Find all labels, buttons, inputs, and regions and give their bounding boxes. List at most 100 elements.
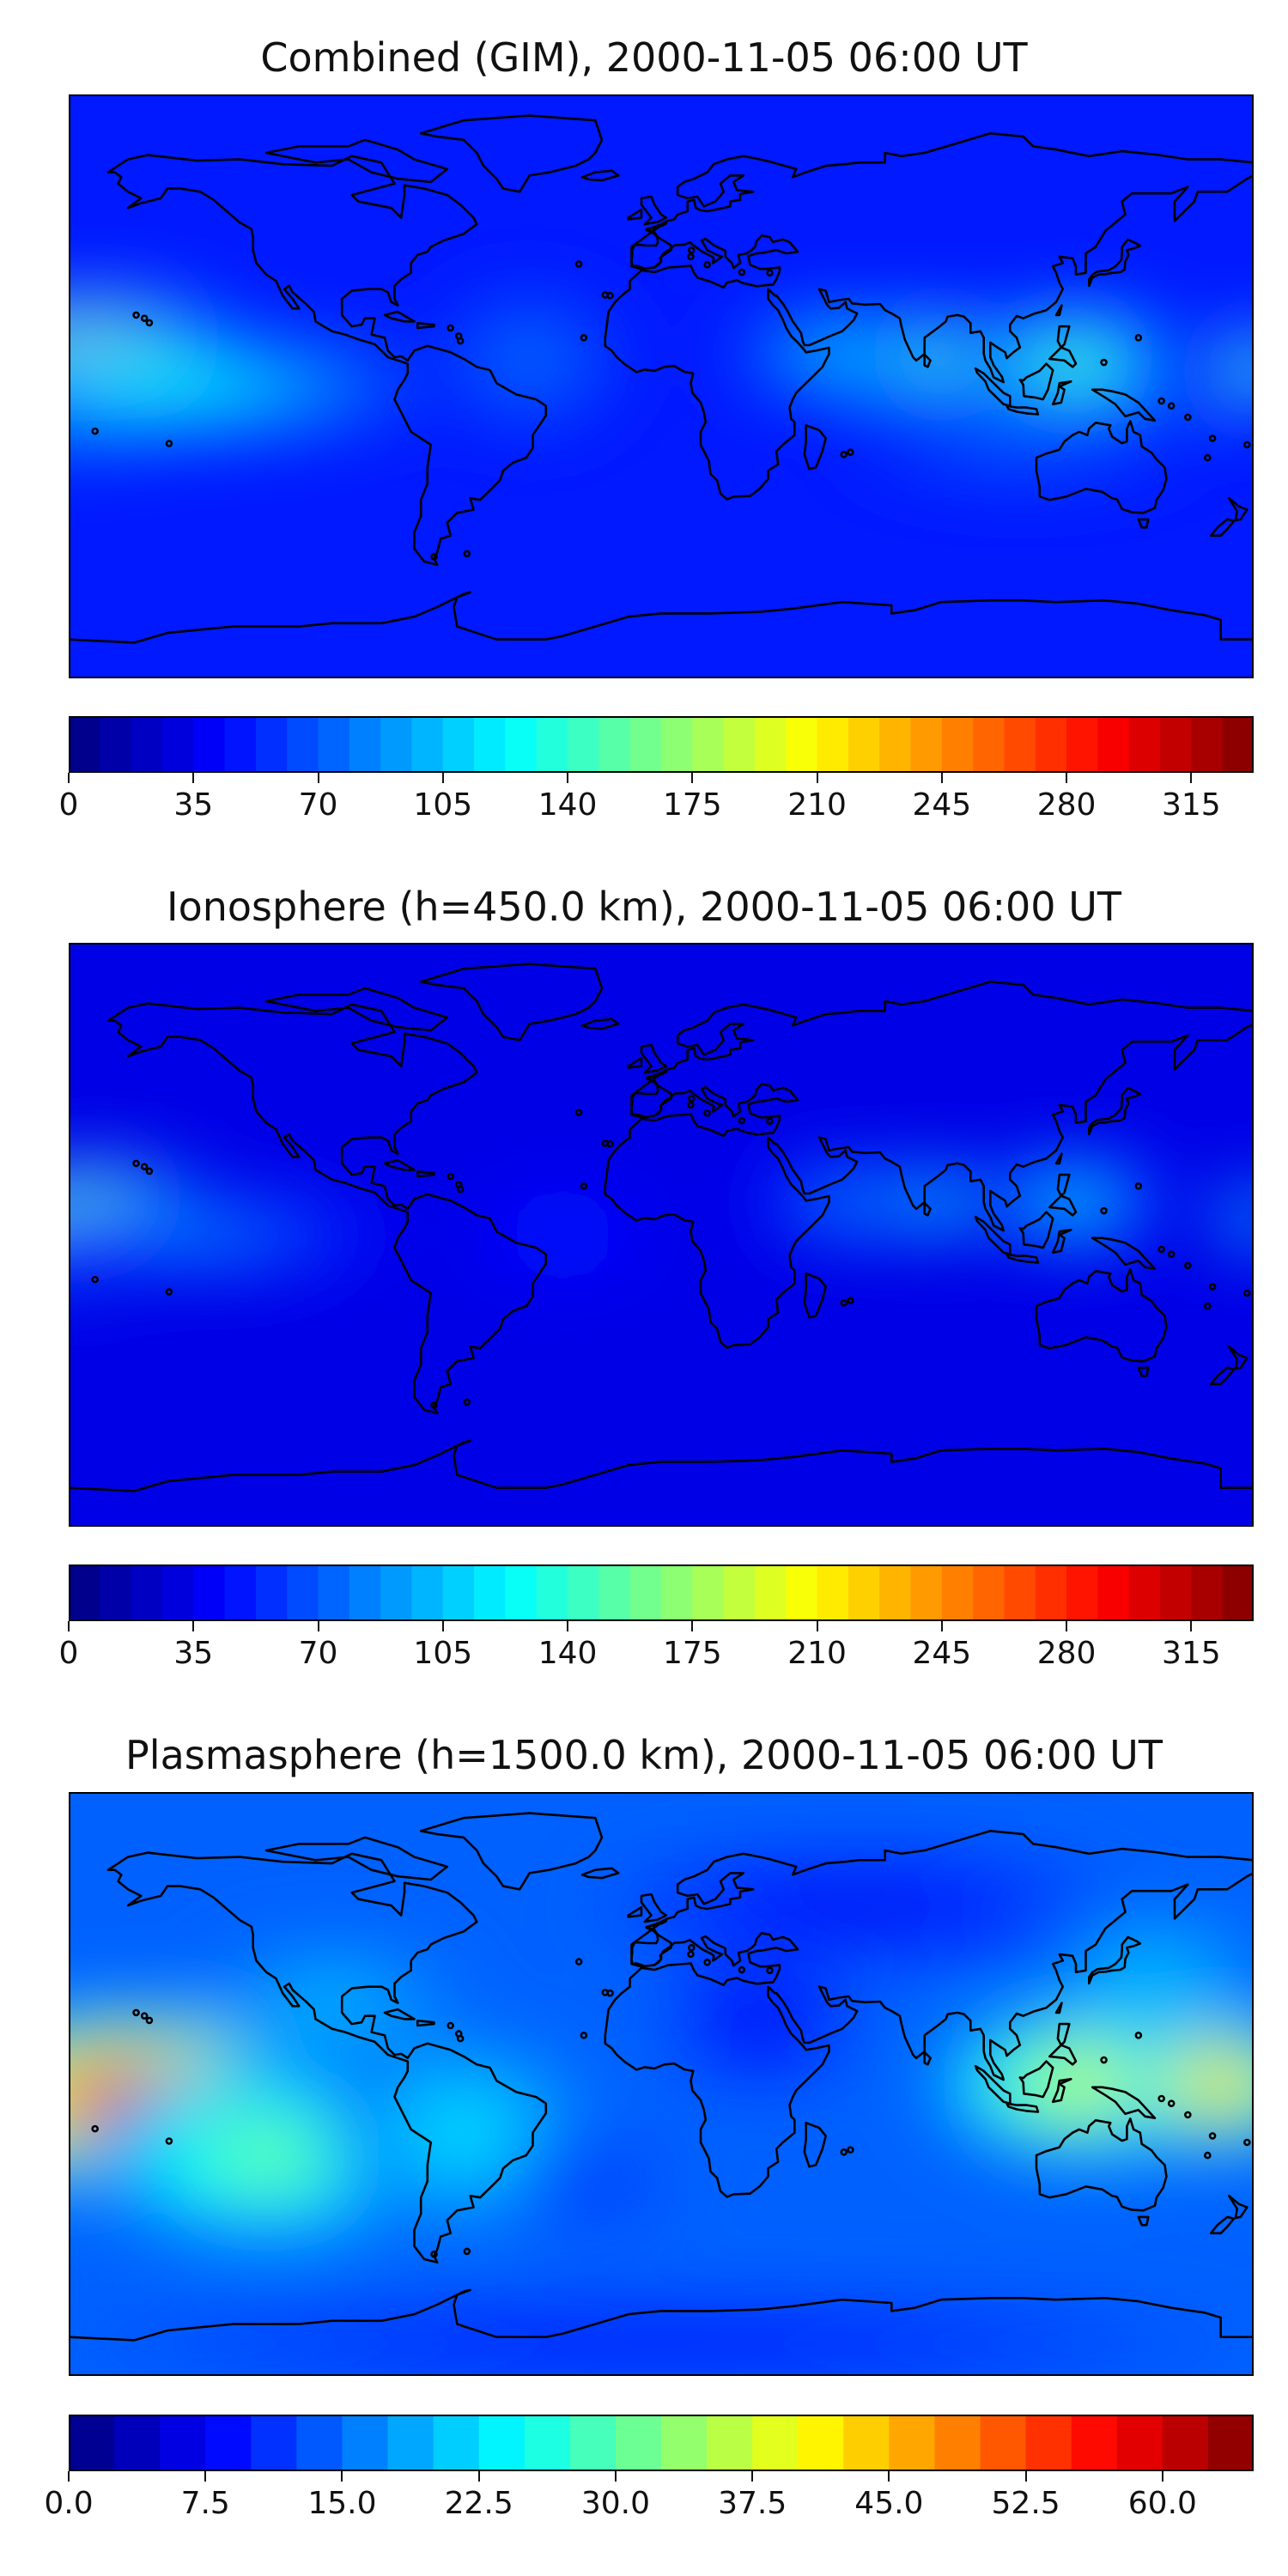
- island: [1184, 1261, 1192, 1270]
- colorbar-bin: [1097, 1564, 1130, 1621]
- field-blob: [932, 348, 950, 360]
- colorbar-bin: [193, 1564, 226, 1621]
- coastline: [1137, 2215, 1150, 2227]
- colorbar-bin: [786, 1564, 818, 1621]
- coastlines: [69, 963, 1254, 1527]
- colorbar-bin: [910, 716, 943, 773]
- island: [1100, 1206, 1108, 1215]
- colorbar-bin: [505, 1564, 538, 1621]
- coastline: [1228, 2195, 1249, 2220]
- panel-title-combined: Combined (GIM), 2000-11-05 06:00 UT: [260, 34, 1028, 81]
- colorbar-bin: [798, 2415, 844, 2471]
- colorbar-bin: [474, 716, 507, 773]
- colorbar-tick-label: 7.5: [180, 2486, 230, 2521]
- colorbar-tick-mark: [317, 773, 319, 783]
- island: [847, 2146, 854, 2154]
- colorbar-bin: [980, 2415, 1027, 2471]
- coastline: [923, 353, 932, 368]
- island: [738, 268, 746, 276]
- colorbar-tick-label: 175: [662, 1636, 722, 1671]
- colorbar-tick-label: 210: [787, 787, 847, 823]
- island: [1184, 413, 1192, 422]
- island: [1134, 1182, 1143, 1190]
- island: [1243, 440, 1251, 449]
- island: [463, 1398, 471, 1406]
- map-ionosphere: [69, 943, 1254, 1527]
- colorbar-tick-label: 70: [298, 787, 338, 823]
- field-blob: [1138, 1963, 1172, 1978]
- coastline: [1051, 2078, 1072, 2104]
- colorbar-tick-label: 140: [538, 1636, 598, 1671]
- field-blob: [583, 2174, 608, 2189]
- colorbar-bin: [380, 716, 413, 773]
- coastline: [923, 1201, 932, 1217]
- island: [165, 1288, 173, 1296]
- coastline: [604, 981, 1254, 1349]
- colorbar-tick-label: 280: [1036, 787, 1097, 823]
- island: [1204, 2151, 1212, 2160]
- colorbar-tick-label: 210: [787, 1636, 847, 1671]
- colorbar-tick-mark: [441, 773, 444, 783]
- colorbar-bin: [287, 1564, 319, 1621]
- coastline: [1209, 1366, 1236, 1386]
- island: [703, 1959, 711, 1966]
- colorbar-bin: [1097, 716, 1130, 773]
- island: [840, 1299, 848, 1307]
- field-blob: [842, 1196, 875, 1208]
- colorbar-bin: [848, 1564, 880, 1621]
- coastline: [803, 2122, 827, 2168]
- colorbar-bin: [160, 2415, 206, 2471]
- colorbar-bin: [889, 2415, 936, 2471]
- island: [687, 1095, 696, 1103]
- colorbar-bin: [1128, 716, 1161, 773]
- colorbar-tick-label: 60.0: [1127, 2486, 1197, 2521]
- coastline: [580, 169, 620, 182]
- colorbar-tick-mark: [441, 1621, 444, 1631]
- island: [574, 1109, 583, 1116]
- island: [91, 2124, 99, 2133]
- colorbar-ticks-ionosphere: 0 35 70 105 140 175 210 245 280 315: [59, 1621, 1254, 1673]
- colorbar-bin: [1191, 716, 1224, 773]
- colorbar-bin: [629, 716, 662, 773]
- colorbar-bin: [934, 2415, 981, 2471]
- coastline: [803, 424, 827, 471]
- colorbar-tick-label: 37.5: [718, 2486, 787, 2521]
- colorbar-tick-label: 45.0: [854, 2486, 924, 2521]
- colorbar-bin: [1066, 1564, 1099, 1621]
- coastline: [640, 195, 668, 226]
- island: [606, 291, 614, 300]
- coastline: [1048, 2022, 1078, 2066]
- coastline: [604, 1830, 1254, 2198]
- colorbar-tick-label: 315: [1162, 1636, 1221, 1671]
- colorbar-tick-mark: [68, 773, 70, 783]
- colorbar-bin: [442, 716, 475, 773]
- coastline: [106, 1002, 548, 1415]
- coastline: [106, 1851, 548, 2264]
- colorbar-bin: [973, 1564, 1005, 1621]
- colorbar-bin: [342, 2415, 389, 2471]
- map-frame: [69, 94, 1254, 678]
- island: [140, 2012, 149, 2020]
- colorbar-tick-mark: [940, 773, 943, 783]
- colorbar-plasmasphere: [69, 2415, 1254, 2471]
- colorbar-tick-label: 105: [413, 787, 473, 823]
- island: [1204, 1302, 1212, 1310]
- coastline: [419, 1812, 604, 1891]
- coastline: [264, 1836, 449, 1881]
- colorbar-bin: [1162, 2415, 1209, 2471]
- colorbar-bin: [615, 2415, 662, 2471]
- island: [766, 269, 774, 277]
- island: [580, 1182, 588, 1190]
- colorbar-tick-mark: [68, 2471, 70, 2482]
- field-blob: [172, 1229, 229, 1241]
- colorbar-tick-label: 30.0: [580, 2486, 650, 2521]
- island: [1184, 2111, 1192, 2119]
- coastline: [1088, 238, 1142, 288]
- coastline: [1005, 1253, 1040, 1264]
- colorbar-tick-label: 280: [1036, 1636, 1097, 1671]
- colorbar-bin: [1222, 716, 1254, 773]
- colorbar-tick-mark: [192, 1621, 195, 1631]
- field-blob: [548, 1227, 577, 1242]
- coastline: [383, 310, 416, 323]
- colorbar-tick-label: 15.0: [307, 2486, 377, 2521]
